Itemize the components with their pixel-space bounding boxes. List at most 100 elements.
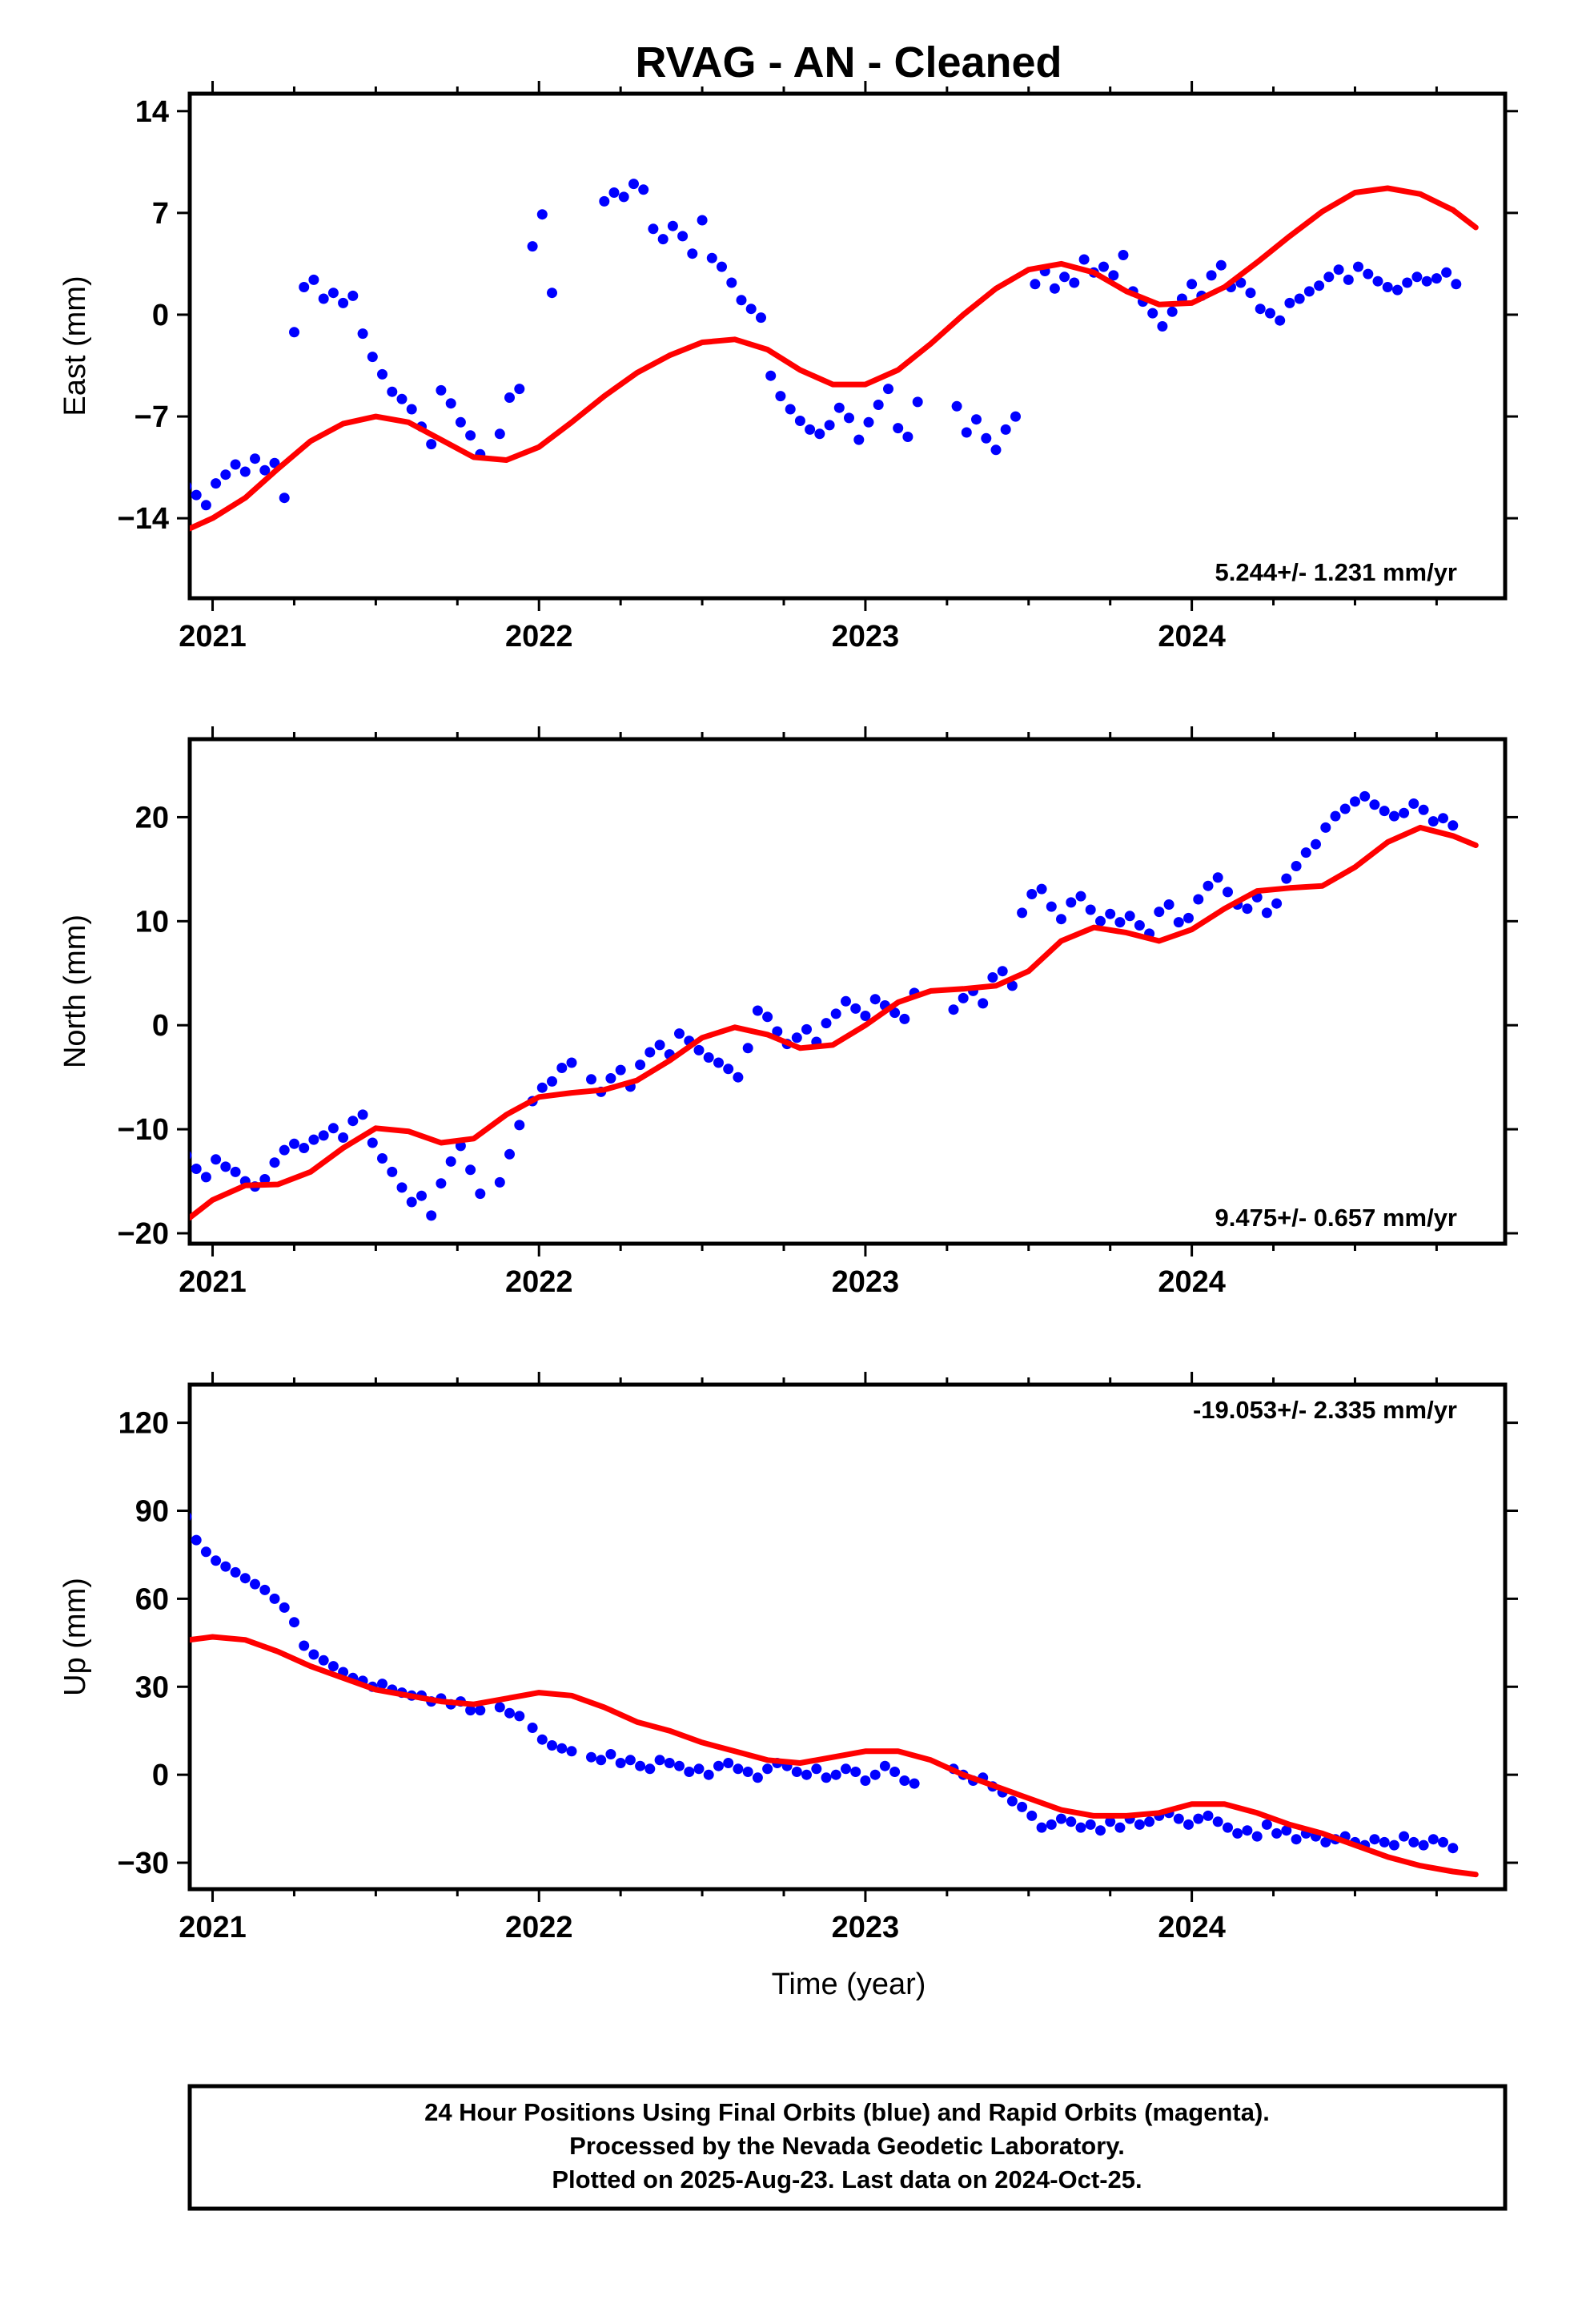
data-point bbox=[279, 1144, 290, 1156]
data-point bbox=[1284, 297, 1295, 308]
data-point bbox=[338, 297, 349, 308]
data-point bbox=[1353, 261, 1363, 272]
data-point bbox=[794, 416, 805, 426]
data-point bbox=[527, 241, 538, 252]
data-point bbox=[1314, 280, 1325, 292]
x-tick-label: 2023 bbox=[832, 1911, 900, 1944]
data-point bbox=[654, 1755, 665, 1766]
data-point bbox=[756, 312, 766, 324]
data-point bbox=[547, 1076, 557, 1087]
x-tick-label: 2024 bbox=[1158, 1911, 1226, 1944]
data-point bbox=[762, 1763, 773, 1775]
data-point bbox=[1379, 1836, 1390, 1848]
data-point bbox=[220, 1161, 231, 1172]
data-point bbox=[1265, 308, 1275, 319]
data-point bbox=[220, 469, 231, 480]
data-layer bbox=[190, 1512, 1479, 1878]
data-point bbox=[1223, 887, 1233, 898]
data-point bbox=[566, 1746, 577, 1757]
data-point bbox=[1006, 1795, 1018, 1807]
x-tick-label: 2021 bbox=[179, 620, 247, 653]
data-point bbox=[1399, 807, 1410, 818]
data-point bbox=[1275, 315, 1286, 326]
data-point bbox=[879, 1760, 890, 1771]
y-axis-label: North (mm) bbox=[58, 915, 92, 1068]
data-point bbox=[239, 1573, 251, 1584]
data-point bbox=[200, 1172, 211, 1183]
data-point bbox=[527, 1723, 538, 1733]
data-point bbox=[889, 1767, 901, 1777]
data-point bbox=[318, 1655, 329, 1666]
data-point bbox=[1281, 1825, 1292, 1836]
data-point bbox=[824, 420, 835, 431]
data-point bbox=[327, 1661, 339, 1672]
data-point bbox=[1085, 904, 1096, 915]
data-point bbox=[1339, 803, 1351, 814]
data-point bbox=[1251, 1831, 1263, 1842]
data-point bbox=[338, 1132, 349, 1143]
data-point bbox=[299, 282, 310, 292]
data-point bbox=[664, 1758, 675, 1768]
data-point bbox=[566, 1057, 577, 1068]
x-tick-label: 2021 bbox=[179, 1911, 247, 1944]
y-tick-label: 120 bbox=[118, 1407, 169, 1441]
data-point bbox=[1343, 274, 1354, 285]
data-point bbox=[1242, 903, 1253, 915]
data-point bbox=[1215, 259, 1227, 271]
data-point bbox=[981, 432, 992, 444]
data-point bbox=[1095, 915, 1106, 927]
data-point bbox=[1408, 1836, 1419, 1848]
x-axis-label: Time (year) bbox=[772, 1968, 926, 2001]
data-point bbox=[1271, 898, 1283, 909]
data-point bbox=[259, 464, 271, 476]
plot-frame bbox=[187, 91, 1508, 601]
data-point bbox=[674, 1028, 685, 1039]
footer-line-1: 24 Hour Positions Using Final Orbits (bl… bbox=[424, 2098, 1270, 2126]
data-point bbox=[873, 400, 884, 410]
data-point bbox=[377, 1679, 387, 1690]
data-point bbox=[1066, 1816, 1077, 1827]
data-point bbox=[1271, 1827, 1283, 1839]
y-tick-label: 0 bbox=[152, 1009, 169, 1043]
data-point bbox=[1147, 308, 1158, 319]
data-point bbox=[628, 179, 639, 190]
data-point bbox=[762, 1011, 773, 1023]
data-point bbox=[869, 1769, 881, 1780]
data-point bbox=[475, 1188, 486, 1200]
data-point bbox=[801, 1023, 812, 1035]
data-point bbox=[1388, 810, 1399, 822]
data-point bbox=[445, 1156, 456, 1167]
data-point bbox=[1311, 838, 1321, 850]
data-point bbox=[1369, 1834, 1380, 1845]
data-point bbox=[1166, 306, 1178, 317]
data-point bbox=[547, 1740, 557, 1751]
data-point bbox=[1427, 1834, 1439, 1845]
data-point bbox=[494, 1702, 505, 1713]
plot-frame bbox=[187, 737, 1508, 1246]
data-point bbox=[230, 1166, 241, 1177]
data-point bbox=[387, 386, 398, 397]
data-point bbox=[547, 287, 557, 299]
data-point bbox=[1441, 267, 1452, 278]
data-point bbox=[308, 1649, 319, 1660]
data-point bbox=[299, 1640, 310, 1651]
x-tick-label: 2022 bbox=[505, 1265, 573, 1299]
data-point bbox=[1447, 1843, 1459, 1854]
data-point bbox=[912, 396, 923, 408]
data-point bbox=[230, 459, 241, 470]
data-point bbox=[1303, 286, 1315, 297]
data-point bbox=[1026, 889, 1038, 899]
data-point bbox=[745, 304, 757, 315]
data-point bbox=[1134, 1819, 1145, 1830]
data-point bbox=[775, 391, 786, 402]
y-tick-label: 7 bbox=[152, 197, 169, 231]
data-point bbox=[599, 195, 610, 207]
data-point bbox=[733, 1072, 744, 1083]
data-point bbox=[853, 434, 865, 445]
x-tick-label: 2021 bbox=[179, 1265, 247, 1299]
data-point bbox=[684, 1767, 695, 1777]
data-point bbox=[1418, 1839, 1429, 1851]
data-point bbox=[615, 1758, 626, 1768]
y-tick-label: −14 bbox=[118, 502, 169, 536]
data-point bbox=[605, 1749, 616, 1759]
